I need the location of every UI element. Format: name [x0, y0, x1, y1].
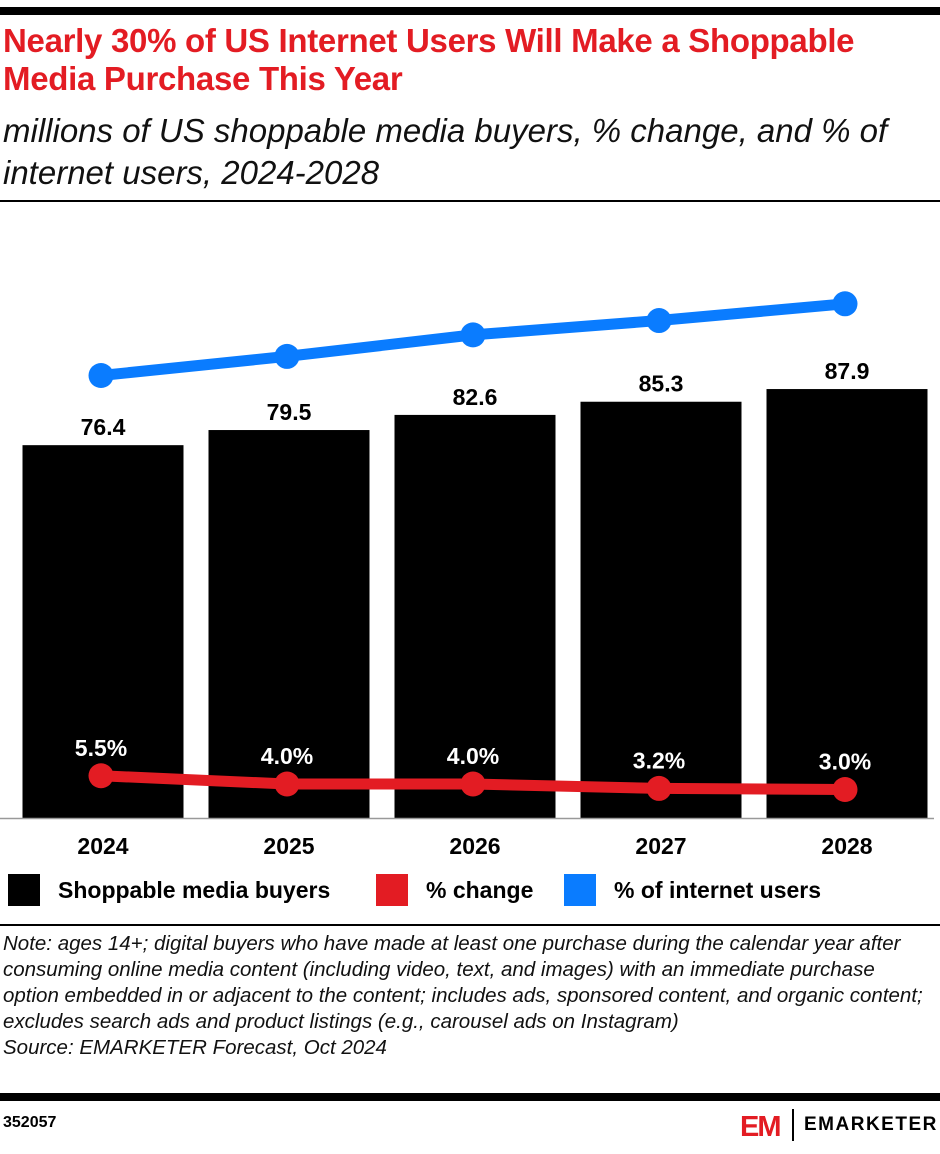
bar-label-2026: 82.6 [453, 384, 498, 410]
legend-swatch-share [564, 874, 596, 906]
share-label-2025: 29.9% [254, 315, 319, 341]
source-text: Source: EMARKETER Forecast, Oct 2024 [3, 1036, 387, 1059]
bar-2026 [394, 414, 556, 818]
legend-label-buyers: Shoppable media buyers [58, 876, 331, 903]
legend-item-change: % change [376, 872, 533, 908]
bar-2024 [22, 445, 184, 818]
note-text: Note: ages 14+; digital buyers who have … [3, 932, 923, 1033]
chart-title: Nearly 30% of US Internet Users Will Mak… [3, 22, 855, 97]
share-point-2026 [460, 322, 486, 348]
legend: Shoppable media buyers % change % of int… [0, 872, 940, 908]
x-tick-label-2026: 2026 [449, 833, 500, 859]
bar-2027 [580, 401, 742, 818]
x-tick-label-2024: 2024 [77, 833, 128, 859]
change-point-2025 [274, 771, 300, 797]
share-label-2027: 31.4% [626, 280, 691, 306]
bar-label-2025: 79.5 [267, 399, 312, 425]
chart-subtitle: millions of US shoppable media buyers, %… [3, 112, 888, 191]
share-point-2025 [274, 343, 300, 369]
change-point-2027 [646, 775, 672, 801]
x-tick-label-2027: 2027 [635, 833, 686, 859]
footnote: Note: ages 14+; digital buyers who have … [3, 931, 933, 1061]
chart-area: 76.4 79.5 82.6 85.3 87.9 2024 2025 2026 2027 2028… [0, 263, 934, 859]
change-point-2026 [460, 771, 486, 797]
brand-separator [792, 1109, 794, 1141]
change-label-2024: 5.5% [75, 735, 127, 761]
legend-swatch-buyers [8, 874, 40, 906]
legend-item-buyers: Shoppable media buyers [8, 872, 330, 908]
bar-2025 [208, 430, 370, 818]
change-label-2025: 4.0% [261, 743, 313, 769]
share-label-2024: 29.1% [68, 335, 133, 361]
note-rule [0, 924, 940, 926]
change-label-2028: 3.0% [819, 749, 871, 775]
bottom-rule [0, 1093, 940, 1101]
top-rule [0, 7, 940, 15]
brand-name: EMARKETER [804, 1114, 938, 1135]
x-tick-label-2025: 2025 [263, 833, 314, 859]
subtitle-rule [0, 200, 940, 202]
bar-label-2027: 85.3 [639, 371, 684, 397]
share-point-2027 [646, 308, 672, 334]
bar-label-2024: 76.4 [81, 414, 126, 440]
bar-2028 [766, 389, 928, 818]
change-point-2024 [88, 763, 114, 789]
change-point-2028 [832, 777, 858, 802]
x-tick-label-2028: 2028 [821, 833, 872, 859]
chart-id: 352057 [3, 1114, 57, 1131]
change-label-2027: 3.2% [633, 747, 685, 773]
share-point-2028 [832, 291, 858, 317]
brand: EM EMARKETER [740, 1107, 938, 1143]
bar-label-2028: 87.9 [825, 358, 870, 384]
change-label-2026: 4.0% [447, 743, 499, 769]
logo-letters: EM [740, 1111, 780, 1139]
share-label-2028: 32.1% [812, 263, 877, 289]
share-label-2026: 30.8% [440, 294, 505, 320]
legend-label-change: % change [426, 876, 534, 903]
legend-label-share: % of internet users [614, 876, 822, 903]
emarketer-logo-icon: EM [740, 1111, 782, 1139]
share-point-2024 [88, 363, 114, 389]
legend-swatch-change [376, 874, 408, 906]
legend-item-share: % of internet users [564, 872, 821, 908]
